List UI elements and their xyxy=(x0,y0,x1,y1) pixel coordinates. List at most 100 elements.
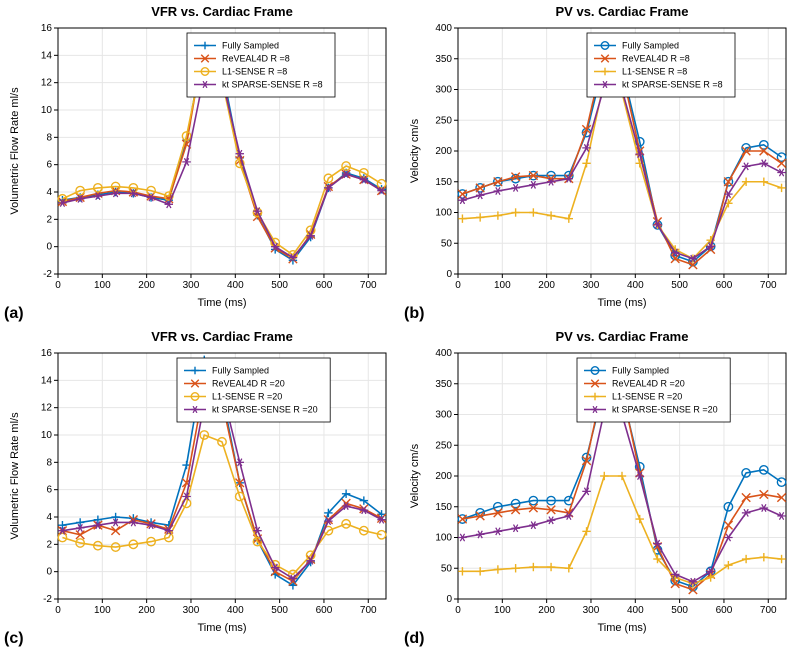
panel-a-label: (a) xyxy=(4,305,24,323)
svg-text:300: 300 xyxy=(583,605,600,616)
svg-text:ReVEAL4D R =20: ReVEAL4D R =20 xyxy=(212,379,285,389)
panel-c-label: (c) xyxy=(4,630,24,648)
svg-text:8: 8 xyxy=(46,457,52,468)
svg-text:0: 0 xyxy=(446,269,452,280)
svg-text:Fully Sampled: Fully Sampled xyxy=(212,366,269,376)
svg-text:16: 16 xyxy=(41,23,53,34)
svg-text:Velocity cm/s: Velocity cm/s xyxy=(409,443,421,508)
svg-text:Volumetric Flow Rate ml/s: Volumetric Flow Rate ml/s xyxy=(9,87,21,215)
svg-text:700: 700 xyxy=(760,280,777,291)
svg-text:kt SPARSE-SENSE R =8: kt SPARSE-SENSE R =8 xyxy=(222,80,323,90)
svg-text:600: 600 xyxy=(316,605,333,616)
svg-text:250: 250 xyxy=(435,115,452,126)
svg-text:0: 0 xyxy=(46,242,52,253)
svg-text:4: 4 xyxy=(46,187,52,198)
svg-text:L1-SENSE R =20: L1-SENSE R =20 xyxy=(212,392,282,402)
svg-text:300: 300 xyxy=(183,605,200,616)
svg-text:16: 16 xyxy=(41,348,53,359)
chart-grid: 0100200300400500600700-20246810121416VFR… xyxy=(0,0,800,640)
panel-d-label: (d) xyxy=(404,630,424,648)
svg-text:300: 300 xyxy=(435,410,452,421)
svg-text:VFR vs. Cardiac Frame: VFR vs. Cardiac Frame xyxy=(151,4,293,19)
svg-text:L1-SENSE R =8: L1-SENSE R =8 xyxy=(622,67,687,77)
svg-text:50: 50 xyxy=(441,238,453,249)
svg-text:200: 200 xyxy=(435,146,452,157)
svg-text:0: 0 xyxy=(55,280,61,291)
svg-text:10: 10 xyxy=(41,430,53,441)
svg-text:Fully Sampled: Fully Sampled xyxy=(622,41,679,51)
svg-text:700: 700 xyxy=(760,605,777,616)
svg-text:ReVEAL4D R =8: ReVEAL4D R =8 xyxy=(622,54,690,64)
svg-text:ReVEAL4D R =20: ReVEAL4D R =20 xyxy=(612,379,685,389)
panel-c-svg: 0100200300400500600700-20246810121416VFR… xyxy=(0,325,400,645)
panel-b-svg: 0100200300400500600700050100150200250300… xyxy=(400,0,800,320)
svg-text:Time (ms): Time (ms) xyxy=(597,622,646,634)
svg-text:14: 14 xyxy=(41,375,53,386)
svg-text:350: 350 xyxy=(435,54,452,65)
svg-text:150: 150 xyxy=(435,502,452,513)
svg-text:400: 400 xyxy=(435,23,452,34)
panel-d-svg: 0100200300400500600700050100150200250300… xyxy=(400,325,800,645)
svg-text:Volumetric Flow Rate ml/s: Volumetric Flow Rate ml/s xyxy=(9,412,21,540)
panel-b-label: (b) xyxy=(404,305,424,323)
svg-text:200: 200 xyxy=(538,605,555,616)
svg-text:200: 200 xyxy=(138,280,155,291)
svg-text:kt SPARSE-SENSE R =20: kt SPARSE-SENSE R =20 xyxy=(612,405,718,415)
svg-text:400: 400 xyxy=(227,280,244,291)
svg-text:100: 100 xyxy=(94,280,111,291)
svg-text:200: 200 xyxy=(538,280,555,291)
svg-text:Fully Sampled: Fully Sampled xyxy=(612,366,669,376)
svg-text:400: 400 xyxy=(227,605,244,616)
svg-text:100: 100 xyxy=(435,533,452,544)
svg-text:500: 500 xyxy=(671,280,688,291)
svg-text:300: 300 xyxy=(183,280,200,291)
svg-text:500: 500 xyxy=(271,280,288,291)
svg-text:600: 600 xyxy=(716,280,733,291)
svg-text:50: 50 xyxy=(441,563,453,574)
svg-text:14: 14 xyxy=(41,50,53,61)
panel-b: 0100200300400500600700050100150200250300… xyxy=(400,0,800,325)
svg-text:400: 400 xyxy=(435,348,452,359)
panel-c: 0100200300400500600700-20246810121416VFR… xyxy=(0,325,400,650)
svg-text:-2: -2 xyxy=(43,594,52,605)
svg-text:0: 0 xyxy=(55,605,61,616)
svg-text:600: 600 xyxy=(316,280,333,291)
svg-text:PV vs. Cardiac Frame: PV vs. Cardiac Frame xyxy=(556,4,689,19)
svg-text:0: 0 xyxy=(455,605,461,616)
svg-text:300: 300 xyxy=(583,280,600,291)
panel-a: 0100200300400500600700-20246810121416VFR… xyxy=(0,0,400,325)
svg-text:6: 6 xyxy=(46,160,52,171)
svg-text:Time (ms): Time (ms) xyxy=(197,622,246,634)
svg-text:700: 700 xyxy=(360,280,377,291)
svg-text:100: 100 xyxy=(494,605,511,616)
svg-text:700: 700 xyxy=(360,605,377,616)
svg-text:6: 6 xyxy=(46,485,52,496)
svg-text:12: 12 xyxy=(41,403,53,414)
svg-text:600: 600 xyxy=(716,605,733,616)
svg-text:kt SPARSE-SENSE R =20: kt SPARSE-SENSE R =20 xyxy=(212,405,318,415)
svg-text:Velocity cm/s: Velocity cm/s xyxy=(409,118,421,183)
svg-text:L1-SENSE R =8: L1-SENSE R =8 xyxy=(222,67,287,77)
svg-text:0: 0 xyxy=(46,567,52,578)
svg-text:2: 2 xyxy=(46,539,52,550)
svg-text:kt SPARSE-SENSE R =8: kt SPARSE-SENSE R =8 xyxy=(622,80,723,90)
svg-text:PV vs. Cardiac Frame: PV vs. Cardiac Frame xyxy=(556,329,689,344)
panel-d: 0100200300400500600700050100150200250300… xyxy=(400,325,800,650)
svg-text:150: 150 xyxy=(435,177,452,188)
svg-text:500: 500 xyxy=(671,605,688,616)
svg-text:Time (ms): Time (ms) xyxy=(597,297,646,309)
svg-text:VFR vs. Cardiac Frame: VFR vs. Cardiac Frame xyxy=(151,329,293,344)
svg-text:-2: -2 xyxy=(43,269,52,280)
svg-text:4: 4 xyxy=(46,512,52,523)
svg-text:2: 2 xyxy=(46,214,52,225)
svg-text:200: 200 xyxy=(138,605,155,616)
svg-text:12: 12 xyxy=(41,78,53,89)
svg-text:400: 400 xyxy=(627,605,644,616)
svg-text:350: 350 xyxy=(435,379,452,390)
svg-text:Time (ms): Time (ms) xyxy=(197,297,246,309)
svg-text:10: 10 xyxy=(41,105,53,116)
svg-text:400: 400 xyxy=(627,280,644,291)
svg-text:0: 0 xyxy=(455,280,461,291)
svg-text:200: 200 xyxy=(435,471,452,482)
svg-text:500: 500 xyxy=(271,605,288,616)
